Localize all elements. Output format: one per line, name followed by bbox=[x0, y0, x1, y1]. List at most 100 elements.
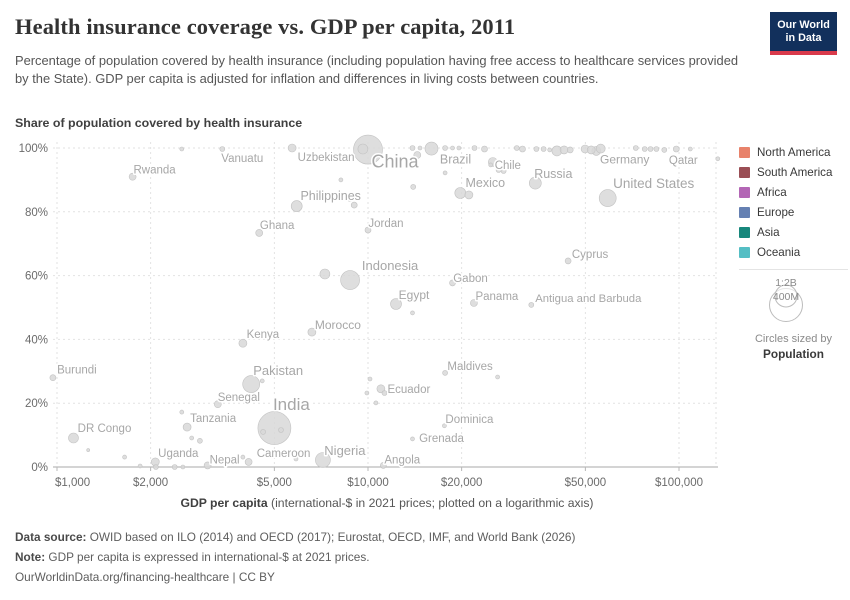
data-point-uzbekistan[interactable] bbox=[287, 143, 297, 153]
data-point[interactable] bbox=[519, 145, 526, 153]
data-point-jordan[interactable] bbox=[364, 226, 372, 234]
data-point-senegal[interactable] bbox=[214, 400, 222, 409]
data-point[interactable] bbox=[413, 161, 418, 165]
data-point[interactable] bbox=[137, 463, 143, 469]
data-point[interactable] bbox=[410, 184, 417, 190]
data-point-brazil[interactable] bbox=[424, 141, 439, 156]
data-point[interactable] bbox=[319, 268, 331, 280]
data-point[interactable] bbox=[647, 146, 654, 152]
data-point[interactable] bbox=[364, 390, 370, 396]
data-point[interactable] bbox=[715, 156, 721, 162]
data-point[interactable] bbox=[586, 145, 596, 155]
data-point[interactable] bbox=[566, 146, 574, 154]
data-point-ghana[interactable] bbox=[255, 229, 264, 237]
data-point-indonesia[interactable] bbox=[340, 270, 360, 290]
data-point[interactable] bbox=[293, 456, 299, 462]
data-point-mexico[interactable] bbox=[454, 187, 467, 199]
data-point[interactable] bbox=[410, 310, 415, 316]
data-point[interactable] bbox=[260, 429, 266, 435]
data-point[interactable] bbox=[259, 378, 265, 384]
data-point[interactable] bbox=[456, 145, 462, 151]
data-point-antigua-and-barbuda[interactable] bbox=[528, 302, 535, 308]
data-point[interactable] bbox=[450, 145, 455, 151]
data-point[interactable] bbox=[559, 145, 569, 155]
data-point[interactable] bbox=[197, 437, 203, 444]
data-point-egypt[interactable] bbox=[390, 298, 402, 310]
data-point[interactable] bbox=[540, 146, 547, 152]
data-point-dr-congo[interactable] bbox=[68, 432, 79, 444]
data-point[interactable] bbox=[533, 146, 540, 152]
data-point-vanuatu[interactable] bbox=[219, 146, 226, 152]
data-point-nigeria[interactable] bbox=[315, 452, 331, 468]
data-point[interactable] bbox=[350, 201, 358, 209]
data-point[interactable] bbox=[464, 190, 474, 200]
data-point[interactable] bbox=[278, 427, 284, 433]
data-point[interactable] bbox=[409, 145, 416, 151]
data-point[interactable] bbox=[442, 170, 448, 176]
size-legend-circles: 1:2B 400M bbox=[769, 277, 803, 322]
size-legend: 1:2B 400M Circles sized by Population bbox=[739, 274, 848, 361]
data-point[interactable] bbox=[481, 145, 488, 153]
data-point[interactable] bbox=[500, 168, 507, 174]
data-point-nepal[interactable] bbox=[203, 461, 212, 470]
legend-item-oceania[interactable]: Oceania bbox=[739, 246, 848, 259]
data-point-tanzania[interactable] bbox=[182, 422, 192, 432]
data-point-pakistan[interactable] bbox=[242, 375, 260, 393]
data-point[interactable] bbox=[338, 177, 344, 183]
data-point[interactable] bbox=[179, 409, 185, 415]
data-point-panama[interactable] bbox=[470, 299, 478, 307]
data-point-united-states[interactable] bbox=[598, 189, 617, 207]
data-point[interactable] bbox=[86, 448, 90, 452]
data-point[interactable] bbox=[513, 145, 520, 151]
data-point-dominica[interactable] bbox=[442, 423, 447, 429]
data-point[interactable] bbox=[661, 147, 668, 153]
data-point[interactable] bbox=[653, 146, 660, 152]
data-point[interactable] bbox=[153, 464, 159, 470]
data-point[interactable] bbox=[171, 464, 178, 470]
data-point-gabon[interactable] bbox=[449, 279, 456, 287]
data-point[interactable] bbox=[357, 143, 369, 155]
data-point[interactable] bbox=[632, 145, 639, 151]
data-point-morocco[interactable] bbox=[307, 327, 317, 337]
owid-logo[interactable]: Our World in Data bbox=[770, 12, 837, 55]
data-point[interactable] bbox=[641, 146, 648, 152]
data-point-grenada[interactable] bbox=[410, 436, 415, 442]
data-point[interactable] bbox=[381, 390, 388, 396]
data-point[interactable] bbox=[488, 162, 494, 168]
legend-item-europe[interactable]: Europe bbox=[739, 206, 848, 219]
data-point[interactable] bbox=[417, 145, 423, 151]
data-point[interactable] bbox=[471, 145, 478, 151]
data-point[interactable] bbox=[373, 400, 379, 406]
legend-item-south-america[interactable]: South America bbox=[739, 166, 848, 179]
data-point[interactable] bbox=[495, 374, 500, 380]
data-point[interactable] bbox=[393, 265, 397, 269]
data-point-russia[interactable] bbox=[528, 176, 542, 190]
data-point-cyprus[interactable] bbox=[564, 257, 572, 265]
data-point[interactable] bbox=[122, 454, 127, 460]
data-point[interactable] bbox=[240, 454, 246, 460]
data-point[interactable] bbox=[189, 435, 194, 441]
data-point-india[interactable] bbox=[257, 411, 292, 445]
legend-item-africa[interactable]: Africa bbox=[739, 186, 848, 199]
footer-link[interactable]: OurWorldinData.org/financing-healthcare bbox=[15, 570, 230, 584]
legend-item-north-america[interactable]: North America bbox=[739, 146, 848, 159]
data-point-maldives[interactable] bbox=[442, 370, 448, 376]
data-point[interactable] bbox=[547, 147, 553, 153]
data-point[interactable] bbox=[179, 146, 185, 152]
data-point-cameroon[interactable] bbox=[244, 458, 253, 466]
data-point[interactable] bbox=[442, 145, 448, 151]
data-point-philippines[interactable] bbox=[290, 200, 303, 212]
data-point[interactable] bbox=[347, 196, 353, 202]
data-point[interactable] bbox=[367, 376, 373, 382]
data-point[interactable] bbox=[413, 151, 422, 159]
scatter-plot[interactable]: 0% 20% 40% 60% 80% 100% $1,000 $2,000 $5,000 $10,… bbox=[0, 130, 735, 515]
data-point-burundi[interactable] bbox=[49, 374, 57, 381]
data-point-kenya[interactable] bbox=[238, 338, 248, 348]
data-point-rwanda[interactable] bbox=[128, 172, 137, 181]
data-point-angola[interactable] bbox=[379, 462, 387, 469]
data-point-germany[interactable] bbox=[595, 143, 606, 154]
data-point[interactable] bbox=[687, 146, 693, 152]
data-point-qatar[interactable] bbox=[672, 145, 680, 153]
data-point[interactable] bbox=[180, 464, 186, 470]
legend-item-asia[interactable]: Asia bbox=[739, 226, 848, 239]
